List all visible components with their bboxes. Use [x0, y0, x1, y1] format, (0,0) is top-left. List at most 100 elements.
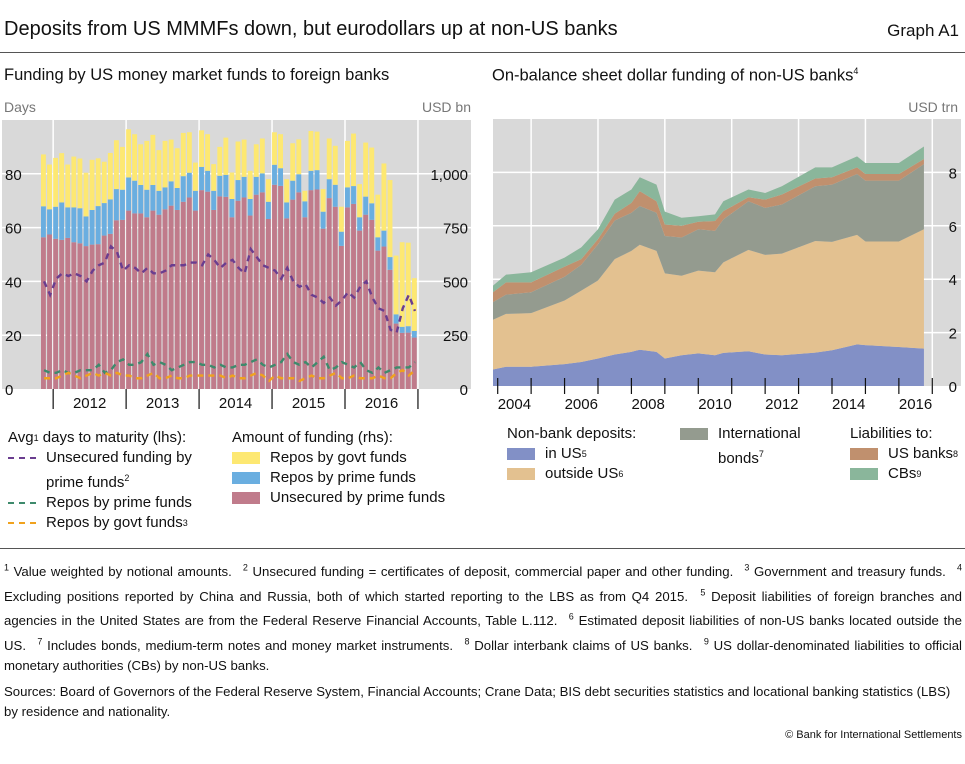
bar-segment	[259, 173, 265, 193]
bar-segment	[320, 228, 326, 389]
right-legend-deposits: Non-bank deposits: in US 5 outside US 6	[507, 424, 636, 484]
bar-segment	[156, 214, 162, 389]
bar-segment	[381, 163, 387, 231]
footnote-ref: 5	[581, 449, 587, 459]
footnote-text: Excluding positions reported by China an…	[4, 588, 689, 604]
bar-segment	[47, 164, 52, 210]
color-swatch	[232, 472, 260, 484]
footnote-number: 2	[242, 563, 248, 573]
bar-segment	[302, 217, 308, 389]
bar-segment	[405, 242, 411, 327]
legend-label: International bonds	[718, 425, 801, 467]
bar-segment	[351, 133, 356, 187]
legend-label: CBs	[888, 465, 917, 482]
bar-segment	[83, 216, 89, 247]
bar-segment	[174, 188, 180, 210]
bar-segment	[259, 138, 265, 174]
bar-segment	[150, 210, 156, 389]
bar-segment	[144, 217, 150, 389]
bar-segment	[399, 332, 405, 389]
bar-segment	[101, 161, 107, 204]
footnote-ref: 7	[758, 449, 764, 459]
footnote-ref: 6	[618, 469, 624, 479]
bar-segment	[174, 209, 180, 389]
legend-item-unsecured-days: Unsecured funding by prime funds2	[8, 448, 206, 493]
color-swatch	[850, 468, 878, 480]
bar-segment	[107, 199, 113, 234]
bar-segment	[132, 134, 138, 181]
bar-segment	[65, 207, 71, 238]
bar-segment	[162, 187, 168, 210]
right-y-tick-label: 1,000	[430, 167, 468, 184]
bar-segment	[168, 181, 174, 206]
bar-segment	[345, 140, 350, 188]
legend-group-title: Non-bank deposits:	[507, 425, 637, 442]
bar-segment	[241, 139, 247, 177]
bar-segment	[235, 180, 241, 201]
bar-segment	[326, 198, 332, 389]
bar-segment	[77, 208, 83, 244]
legend-title-text: Avg	[8, 429, 34, 446]
bar-segment	[393, 255, 399, 315]
bar-segment	[95, 158, 101, 207]
footnote-number: 7	[37, 636, 43, 647]
bar-segment	[345, 207, 350, 389]
x-tick-label: 2010	[698, 396, 731, 413]
bar-segment	[338, 231, 344, 246]
bar-segment	[138, 144, 144, 185]
bar-segment	[65, 237, 71, 389]
bar-segment	[138, 184, 144, 214]
bar-segment	[272, 184, 277, 389]
bar-segment	[41, 206, 46, 238]
bar-segment	[314, 131, 320, 171]
footnote: 5 Deposit liabilities of foreign branche…	[4, 587, 962, 628]
bar-segment	[89, 244, 95, 389]
bar-segment	[345, 187, 350, 208]
bar-segment	[65, 164, 71, 208]
days-line	[42, 244, 417, 335]
bar-segment	[247, 170, 253, 199]
footnote-ref: 9	[916, 469, 922, 479]
legend-label: Unsecured funding by prime funds	[46, 449, 192, 491]
y-tick-label: 4	[949, 272, 957, 289]
days-line	[44, 368, 416, 383]
footnote: 1 Value weighted by notional amounts.	[4, 563, 232, 579]
bar-segment	[284, 202, 290, 219]
bar-segment	[205, 191, 211, 389]
bar-segment	[113, 220, 119, 389]
bar-segment	[205, 134, 211, 171]
bar-segment	[338, 245, 344, 389]
bar-segment	[375, 194, 381, 238]
bar-segment	[71, 207, 77, 243]
bar-segment	[132, 180, 138, 214]
dashed-line-swatch	[8, 502, 36, 504]
bar-segment	[278, 134, 283, 169]
bar-segment	[399, 242, 405, 327]
bar-segment	[381, 246, 387, 389]
bar-segment	[168, 139, 174, 182]
footnote-ref: 2	[124, 473, 130, 483]
bar-segment	[308, 170, 314, 191]
legend-label: Unsecured by prime funds	[270, 489, 446, 506]
bar-segment	[247, 215, 253, 389]
color-swatch	[850, 448, 878, 460]
bar-segment	[357, 217, 363, 231]
bar-segment	[411, 330, 417, 338]
bar-segment	[77, 243, 83, 389]
bar-segment	[180, 201, 186, 389]
bar-segment	[338, 206, 344, 232]
x-tick-label: 2015	[292, 395, 325, 412]
bar-segment	[381, 230, 387, 247]
bar-segment	[393, 323, 399, 389]
right-legend-bonds: International bonds7	[680, 424, 828, 469]
footnote-text: Estimated deposit liabilities of non-US …	[4, 613, 962, 653]
bar-segment	[174, 148, 180, 189]
bar-segment	[41, 237, 46, 389]
bar-segment	[186, 172, 192, 198]
footnote-number: 9	[703, 636, 709, 647]
bar-segment	[199, 130, 204, 167]
y-tick-label: 8	[949, 165, 957, 182]
copyright: © Bank for International Settlements	[785, 728, 962, 741]
bar-segment	[217, 175, 223, 197]
